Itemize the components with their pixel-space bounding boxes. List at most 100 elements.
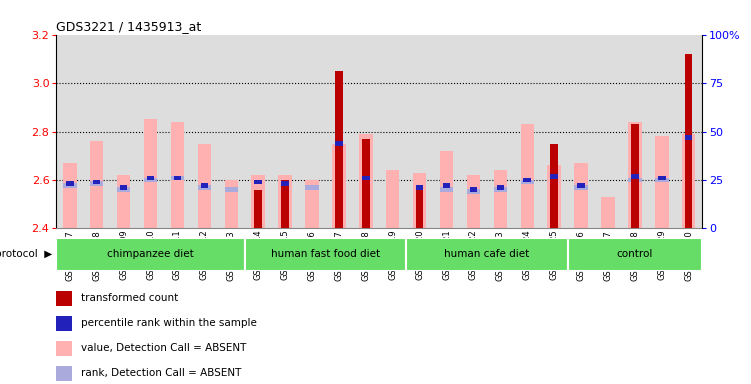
Bar [493,170,507,228]
Bar [198,144,211,228]
Bar [487,35,514,228]
Bar [90,141,104,228]
Bar [433,35,460,228]
Bar [56,366,72,381]
Bar [416,187,424,228]
Bar [335,71,342,228]
Bar [631,174,638,179]
Bar [170,175,184,180]
Bar [520,179,534,184]
Bar [137,35,164,228]
Bar [568,238,702,271]
Bar [143,119,157,228]
Bar [595,35,622,228]
Bar [550,174,558,179]
Bar [225,180,238,228]
Bar [305,180,318,228]
Bar [332,144,345,228]
Bar [406,35,433,228]
Bar [173,175,181,180]
Bar [466,189,480,194]
Text: human fast food diet: human fast food diet [271,249,380,260]
Bar [362,175,369,180]
Bar [685,135,692,140]
Bar [164,35,191,228]
Bar [631,124,638,228]
Bar [255,179,262,184]
Bar [682,134,695,228]
Bar [379,35,406,228]
Bar [514,35,541,228]
Text: chimpanzee diet: chimpanzee diet [107,249,194,260]
Bar [305,185,318,190]
Text: GDS3221 / 1435913_at: GDS3221 / 1435913_at [56,20,201,33]
Bar [493,187,507,192]
Bar [325,35,352,228]
Bar [655,177,668,182]
Bar [56,316,72,331]
Bar [66,182,74,186]
Bar [146,175,154,180]
Bar [117,175,131,228]
Bar [245,35,272,228]
Bar [56,291,72,306]
Bar [191,35,218,228]
Bar [255,190,262,228]
Bar [413,173,427,228]
Bar [56,238,245,271]
Bar [578,184,585,188]
Bar [170,122,184,228]
Bar [299,35,325,228]
Bar [120,185,128,190]
Text: rank, Detection Call = ABSENT: rank, Detection Call = ABSENT [81,368,242,378]
Bar [469,187,477,192]
Bar [406,238,568,271]
Bar [93,179,101,184]
Bar [245,238,406,271]
Bar [201,184,208,188]
Bar [622,35,648,228]
Bar [352,35,379,228]
Bar [523,177,531,182]
Text: control: control [617,249,653,260]
Bar [198,185,211,190]
Bar [568,35,595,228]
Bar [658,175,665,180]
Bar [443,184,451,188]
Bar [496,185,504,190]
Bar [520,124,534,228]
Bar [143,177,157,182]
Bar [63,184,77,188]
Text: percentile rank within the sample: percentile rank within the sample [81,318,257,328]
Text: value, Detection Call = ABSENT: value, Detection Call = ABSENT [81,343,246,353]
Text: transformed count: transformed count [81,293,178,303]
Bar [110,35,137,228]
Bar [628,122,641,228]
Bar [575,185,588,190]
Bar [460,35,487,228]
Bar [56,35,83,228]
Bar [386,170,400,228]
Bar [335,141,342,146]
Bar [440,151,454,228]
Bar [272,35,299,228]
Bar [685,54,692,228]
Bar [416,185,424,190]
Bar [282,180,289,228]
Bar [541,35,568,228]
Bar [225,187,238,192]
Text: human cafe diet: human cafe diet [445,249,529,260]
Bar [648,35,675,228]
Bar [547,166,561,228]
Bar [117,187,131,192]
Bar [675,35,702,228]
Bar [218,35,245,228]
Bar [282,182,289,186]
Bar [655,136,668,228]
Bar [466,175,480,228]
Bar [575,163,588,228]
Bar [362,139,369,228]
Bar [56,341,72,356]
Bar [550,144,558,228]
Bar [252,175,265,228]
